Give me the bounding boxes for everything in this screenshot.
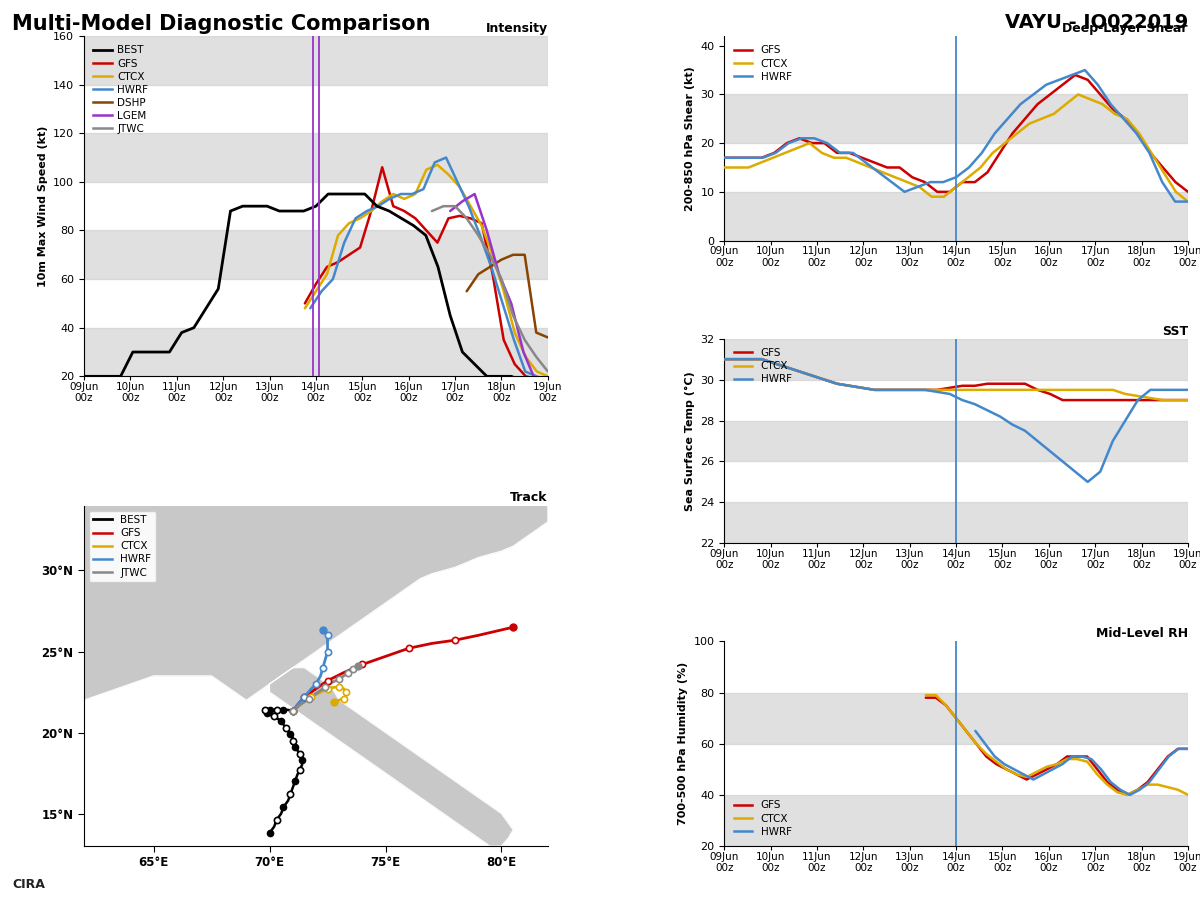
Text: Deep-Layer Shear: Deep-Layer Shear: [1062, 22, 1188, 35]
Legend: GFS, CTCX, HWRF: GFS, CTCX, HWRF: [730, 41, 796, 86]
Bar: [84, 230, 548, 279]
Text: Intensity: Intensity: [486, 22, 548, 35]
Bar: [724, 420, 1188, 462]
Bar: [724, 338, 1188, 380]
Bar: [84, 133, 548, 182]
Legend: BEST, GFS, CTCX, HWRF, DSHP, LGEM, JTWC: BEST, GFS, CTCX, HWRF, DSHP, LGEM, JTWC: [89, 41, 152, 139]
Legend: GFS, CTCX, HWRF: GFS, CTCX, HWRF: [730, 796, 796, 841]
Bar: [724, 693, 1188, 743]
Bar: [84, 36, 548, 85]
Polygon shape: [84, 506, 548, 846]
Legend: GFS, CTCX, HWRF: GFS, CTCX, HWRF: [730, 344, 796, 389]
Text: CIRA: CIRA: [12, 878, 44, 891]
Bar: [724, 192, 1188, 240]
Text: VAYU - IO022019: VAYU - IO022019: [1004, 14, 1188, 32]
Text: Multi-Model Diagnostic Comparison: Multi-Model Diagnostic Comparison: [12, 14, 431, 33]
Text: Mid-Level RH: Mid-Level RH: [1096, 627, 1188, 640]
Bar: [724, 502, 1188, 544]
Bar: [724, 795, 1188, 846]
Y-axis label: 700-500 hPa Humidity (%): 700-500 hPa Humidity (%): [678, 662, 688, 825]
Text: SST: SST: [1162, 325, 1188, 338]
Legend: BEST, GFS, CTCX, HWRF, JTWC: BEST, GFS, CTCX, HWRF, JTWC: [89, 511, 156, 581]
Y-axis label: Sea Surface Temp (°C): Sea Surface Temp (°C): [684, 371, 695, 511]
Y-axis label: 10m Max Wind Speed (kt): 10m Max Wind Speed (kt): [37, 125, 48, 287]
Text: Track: Track: [510, 491, 548, 505]
Bar: [724, 94, 1188, 143]
Y-axis label: 200-850 hPa Shear (kt): 200-850 hPa Shear (kt): [685, 66, 695, 211]
Bar: [84, 328, 548, 376]
